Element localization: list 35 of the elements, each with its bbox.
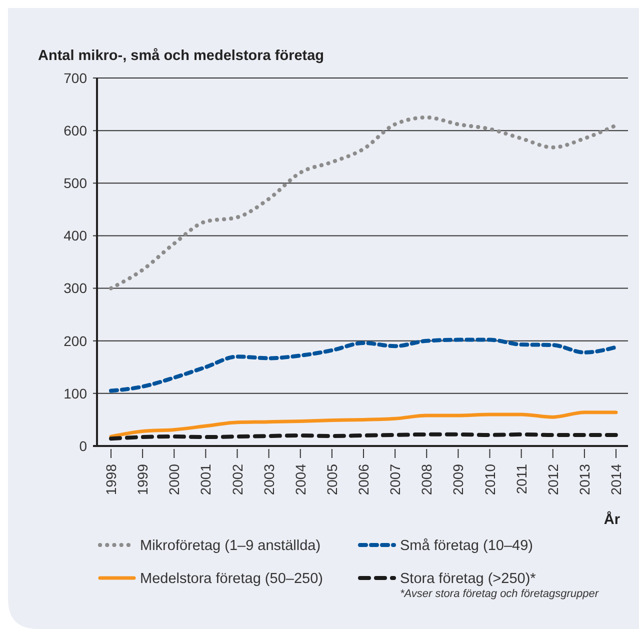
y-tick-label: 300 xyxy=(64,280,88,296)
x-tick-label: 2009 xyxy=(450,464,466,496)
y-tick-label: 500 xyxy=(64,175,88,192)
y-tick-label: 100 xyxy=(64,385,88,402)
line-series xyxy=(109,410,618,438)
x-tick-label: 2006 xyxy=(356,464,372,496)
x-tick-label: 2012 xyxy=(544,464,561,496)
legend-label: Mikroföretag (1–9 anställda) xyxy=(140,538,321,554)
x-tick-label: 2010 xyxy=(482,464,498,496)
x-tick-label: 2011 xyxy=(513,464,530,494)
text: *Avser stora företag och företagsgrupper xyxy=(400,588,600,600)
x-tick-label: 2004 xyxy=(292,464,308,496)
x-axis-title: År xyxy=(604,511,620,528)
x-tick-label: 2013 xyxy=(576,464,592,496)
x-tick-label: 2014 xyxy=(608,464,624,496)
x-tick-label: 2008 xyxy=(418,464,435,496)
y-tick-label: 0 xyxy=(79,438,88,454)
legend-label: Stora företag (>250)* xyxy=(400,571,536,588)
x-tick-label: 2002 xyxy=(229,464,246,496)
legend-label: Små företag (10–49) xyxy=(400,538,533,554)
x-tick-label: 2001 xyxy=(198,464,214,496)
legend-label: Medelstora företag (50–250) xyxy=(140,571,323,588)
y-tick-label: 200 xyxy=(64,332,88,349)
x-tick-label: 1998 xyxy=(103,464,119,496)
y-axis-title: Antal mikro-, små och medelstora företag xyxy=(38,48,324,64)
x-tick-label: 1999 xyxy=(134,464,151,496)
x-tick-label: 2003 xyxy=(260,464,277,496)
x-tick-label: 2005 xyxy=(324,464,340,496)
y-tick-label: 600 xyxy=(64,122,88,138)
x-tick-label: 2000 xyxy=(166,464,182,496)
line-series xyxy=(109,338,618,393)
y-tick-label: 700 xyxy=(64,70,88,86)
y-tick-label: 400 xyxy=(64,228,88,244)
x-tick-label: 2007 xyxy=(387,464,404,496)
line-series xyxy=(109,115,618,290)
